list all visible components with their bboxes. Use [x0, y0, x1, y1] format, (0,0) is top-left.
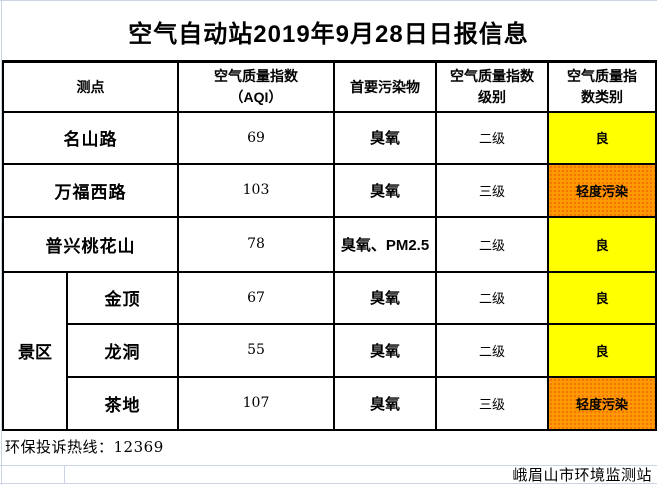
- level-cell: 二级: [435, 322, 549, 378]
- sheet-gridline: [1, 0, 2, 485]
- aqi-cell: 55: [177, 322, 335, 378]
- header-aqi: 空气质量指数 （AQI）: [177, 60, 335, 113]
- table-row: 名山路 69 臭氧 二级 良: [2, 110, 657, 165]
- group-cell: 景区: [2, 270, 68, 431]
- table-row: 万福西路 103 臭氧 三级 轻度污染: [2, 162, 657, 218]
- level-cell: 二级: [435, 215, 549, 273]
- table-row: 普兴桃花山 78 臭氧、PM2.5 二级 良: [2, 215, 657, 273]
- aqi-cell: 67: [177, 270, 335, 325]
- pollutant-cell: 臭氧、PM2.5: [333, 215, 437, 273]
- level-cell: 二级: [435, 110, 549, 165]
- header-category: 空气质量指 数类别: [547, 60, 657, 113]
- level-cell: 三级: [435, 162, 549, 218]
- air-quality-table: 测点 空气质量指数 （AQI） 首要污染物 空气质量指数 级别 空气质量指 数类…: [2, 60, 657, 431]
- site-cell: 普兴桃花山: [2, 215, 179, 273]
- table-row: 景区 金顶 67 臭氧 二级 良: [2, 270, 657, 431]
- category-cell: 轻度污染: [547, 162, 657, 218]
- aqi-cell: 107: [177, 375, 335, 431]
- site-cell: 茶地: [66, 375, 179, 431]
- report-title: 空气自动站2019年9月28日日报信息: [128, 21, 529, 48]
- hotline-text: 环保投诉热线： 12369: [2, 428, 655, 465]
- category-cell: 轻度污染: [547, 375, 657, 431]
- category-cell: 良: [547, 215, 657, 273]
- category-cell: 良: [547, 110, 657, 165]
- aqi-cell: 78: [177, 215, 335, 273]
- pollutant-cell: 臭氧: [333, 322, 437, 378]
- pollutant-cell: 臭氧: [333, 375, 437, 431]
- header-site: 测点: [2, 60, 179, 113]
- category-cell: 良: [547, 270, 657, 325]
- site-cell: 名山路: [2, 110, 179, 165]
- sheet-gridline: [0, 0, 657, 1]
- table-row: 茶地 107 臭氧 三级 轻度污染: [3, 375, 657, 431]
- sheet-gridline: [0, 465, 657, 466]
- pollutant-cell: 臭氧: [333, 270, 437, 325]
- header-row: 测点 空气质量指数 （AQI） 首要污染物 空气质量指数 级别 空气质量指 数类…: [2, 60, 657, 113]
- header-level: 空气质量指数 级别: [435, 60, 549, 113]
- site-cell: 金顶: [66, 270, 179, 325]
- category-cell: 良: [547, 322, 657, 378]
- hotline-number: 12369: [113, 437, 164, 456]
- sheet-gridline: [0, 483, 657, 484]
- level-cell: 二级: [435, 270, 549, 325]
- pollutant-cell: 臭氧: [333, 110, 437, 165]
- site-cell: 龙洞: [66, 322, 179, 378]
- site-cell: 万福西路: [2, 162, 179, 218]
- aqi-cell: 103: [177, 162, 335, 218]
- pollutant-cell: 臭氧: [333, 162, 437, 218]
- aqi-cell: 69: [177, 110, 335, 165]
- sheet-gridline: [64, 465, 65, 484]
- hotline-label: 环保投诉热线：: [5, 439, 114, 456]
- table-row: 龙洞 55 臭氧 二级 良: [3, 322, 657, 378]
- header-pollutant: 首要污染物: [333, 60, 437, 113]
- station-name: 峨眉山市环境监测站: [512, 467, 652, 484]
- level-cell: 三级: [435, 375, 549, 431]
